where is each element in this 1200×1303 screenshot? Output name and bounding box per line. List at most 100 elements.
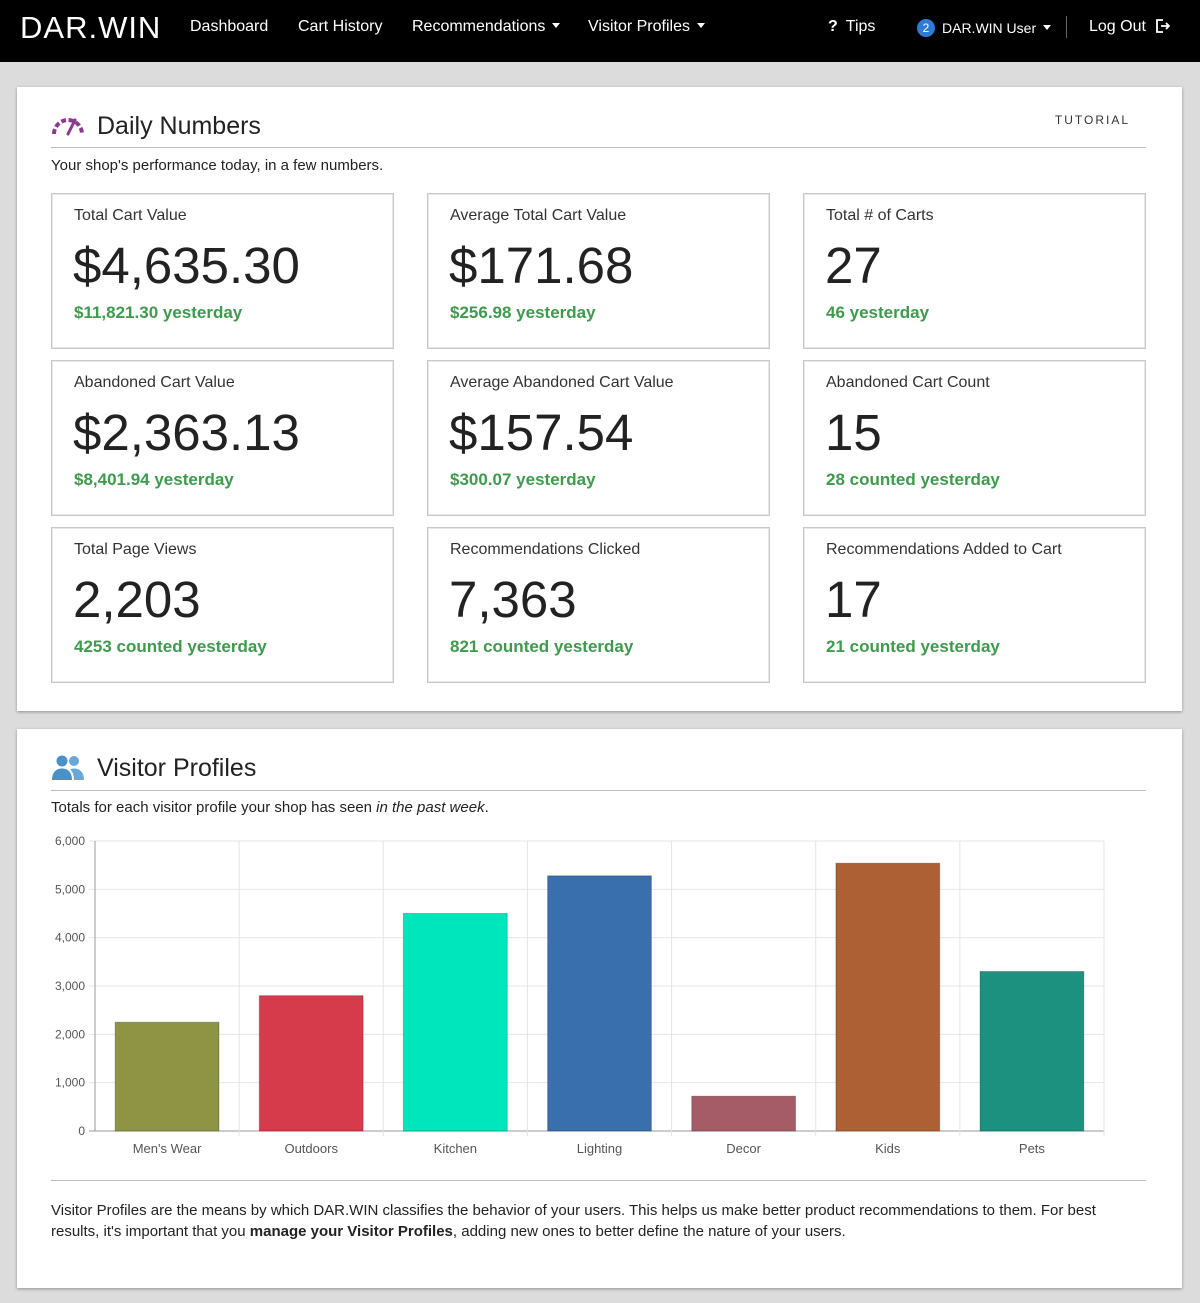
nav-visitor-profiles-dropdown[interactable]: Visitor Profiles [588,18,705,36]
stat-yesterday: $8,401.94 yesterday [74,470,234,489]
stat-yesterday: $256.98 yesterday [450,303,596,322]
stat-yesterday: $11,821.30 yesterday [74,303,243,322]
stat-card-total-page-views: Total Page Views 2,203 4253 counted yest… [51,527,394,683]
stat-label: Recommendations Clicked [450,541,641,558]
stat-label: Abandoned Cart Value [74,374,235,391]
logout-button[interactable]: Log Out [1089,18,1171,39]
y-tick-label: 6,000 [55,834,85,848]
nav-cart-history[interactable]: Cart History [298,18,382,36]
daily-numbers-title: Daily Numbers [97,112,261,140]
visitor-profiles-bar-chart: 0 1,000 2,000 3,000 4,000 5,000 6,000 Men's Wea… [55,834,1105,1156]
x-tick-label: Men's Wear [133,1141,202,1156]
y-tick-label: 5,000 [55,882,85,896]
stat-value: $157.54 [449,404,634,461]
stat-value: 2,203 [73,571,201,628]
stat-yesterday: 4253 counted yesterday [74,637,267,656]
chart-divider [51,1180,1146,1181]
stat-label: Recommendations Added to Cart [826,541,1062,558]
stat-value: 15 [825,404,882,461]
logout-label: Log Out [1089,18,1146,35]
bar-kids [835,862,941,1132]
nav-divider [1066,16,1067,38]
caret-down-icon [1043,25,1052,30]
stat-card-total-carts: Total # of Carts 27 46 yesterday [803,193,1146,349]
stat-yesterday: $300.07 yesterday [450,470,596,489]
bar-lighting [547,875,652,1132]
bar-outdoors [258,995,364,1132]
user-name-label: DAR.WIN User [942,20,1037,36]
y-tick-label: 3,000 [55,979,85,993]
stat-label: Average Total Cart Value [450,207,627,224]
nav-recommendations-label: Recommendations [412,18,546,35]
bar-men-s-wear [114,1021,220,1132]
x-tick-label: Outdoors [284,1141,338,1156]
footer-text-a: Visitor Profiles are the means by which … [51,1202,1096,1240]
x-tick-label: Kids [875,1141,901,1156]
manage-visitor-profiles-link[interactable]: manage your Visitor Profiles [249,1223,453,1240]
stat-yesterday: 28 counted yesterday [826,470,1000,489]
stat-yesterday: 21 counted yesterday [826,637,1000,656]
caret-down-icon [552,23,561,28]
x-tick-label: Pets [1019,1141,1046,1156]
nav-tips-label: Tips [845,18,876,35]
stat-value: $171.68 [449,237,634,294]
question-icon: ? [828,18,838,35]
x-tick-label: Decor [726,1141,761,1156]
y-tick-label: 0 [78,1124,85,1138]
nav-recommendations-dropdown[interactable]: Recommendations [412,18,561,36]
users-icon [51,753,85,786]
stat-label: Total Cart Value [74,207,187,224]
visitor-profiles-panel: Visitor Profiles Totals for each visitor… [17,729,1182,1288]
stat-card-recommendations-clicked: Recommendations Clicked 7,363 821 counte… [427,527,770,683]
bar-pets [979,971,1085,1132]
stat-value: 17 [825,571,882,628]
brand-logo[interactable]: DAR.WIN [20,10,162,45]
title-divider [51,790,1146,791]
bar-kitchen [402,913,508,1132]
nav-cart-history-label: Cart History [298,18,383,35]
stat-value: $2,363.13 [73,404,300,461]
stat-card-total-cart-value: Total Cart Value $4,635.30 $11,821.30 ye… [51,193,394,349]
speedometer-icon [51,114,85,141]
subtitle-text: Totals for each visitor profile your sho… [51,799,377,816]
stat-label: Abandoned Cart Count [826,374,990,391]
stat-yesterday: 46 yesterday [826,303,930,322]
stat-card-average-total-cart-value: Average Total Cart Value $171.68 $256.98… [427,193,770,349]
stat-value: $4,635.30 [73,237,300,294]
stat-yesterday: 821 counted yesterday [450,637,634,656]
nav-dashboard[interactable]: Dashboard [190,18,268,36]
stat-card-abandoned-cart-value: Abandoned Cart Value $2,363.13 $8,401.94… [51,360,394,516]
nav-tips[interactable]: ? Tips [828,18,875,36]
stat-label: Total Page Views [74,541,197,558]
visitor-profiles-footer: Visitor Profiles are the means by which … [51,1200,1130,1242]
notification-badge: 2 [917,19,935,37]
x-tick-label: Kitchen [434,1141,477,1156]
footer-text-b: , adding new ones to better define the n… [452,1223,846,1240]
nav-dashboard-label: Dashboard [190,18,269,35]
stat-card-average-abandoned-cart-value: Average Abandoned Cart Value $157.54 $30… [427,360,770,516]
caret-down-icon [696,23,705,28]
stat-label: Total # of Carts [826,207,934,224]
title-divider [51,147,1146,148]
stat-card-recommendations-added-to-cart: Recommendations Added to Cart 17 21 coun… [803,527,1146,683]
x-tick-label: Lighting [577,1141,623,1156]
logout-icon [1154,18,1171,39]
y-tick-label: 4,000 [55,931,85,945]
top-navbar: DAR.WIN Dashboard Cart History Recommend… [0,0,1200,62]
stat-value: 7,363 [449,571,577,628]
visitor-profiles-subtitle: Totals for each visitor profile your sho… [51,799,489,816]
bar-decor [691,1095,797,1132]
stat-label: Average Abandoned Cart Value [450,374,674,391]
subtitle-end: . [484,799,489,816]
stat-card-abandoned-cart-count: Abandoned Cart Count 15 28 counted yeste… [803,360,1146,516]
tutorial-link[interactable]: TUTORIAL [1054,113,1130,127]
daily-numbers-subtitle: Your shop's performance today, in a few … [51,157,384,174]
user-menu-dropdown[interactable]: 2 DAR.WIN User [917,19,1052,37]
stat-value: 27 [825,237,882,294]
y-tick-label: 1,000 [55,1076,85,1090]
visitor-profiles-title: Visitor Profiles [97,754,257,782]
subtitle-emphasis: in the past week [376,799,485,816]
y-tick-label: 2,000 [55,1027,85,1041]
nav-visitor-profiles-label: Visitor Profiles [588,18,690,35]
daily-numbers-panel: Daily Numbers TUTORIAL Your shop's perfo… [17,87,1182,711]
